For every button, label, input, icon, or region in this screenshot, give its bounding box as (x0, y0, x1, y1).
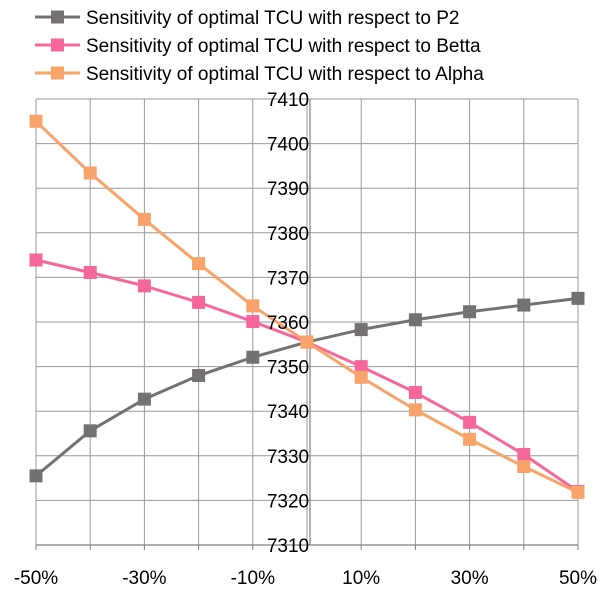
y-tick-label: 7340 (267, 402, 309, 423)
y-tick-label: 7400 (267, 135, 309, 156)
y-tick-label: 7310 (267, 536, 309, 557)
data-point (192, 257, 206, 271)
data-point (408, 403, 422, 417)
legend-entry: Sensitivity of optimal TCU with respect … (35, 36, 481, 57)
legend-label: Sensitivity of optimal TCU with respect … (86, 8, 459, 29)
y-tick-label: 7350 (267, 358, 309, 379)
chart-legend: Sensitivity of optimal TCU with respect … (35, 8, 484, 85)
y-tick-label: 7370 (267, 268, 309, 289)
data-point (83, 424, 97, 438)
x-tick-label: -30% (122, 568, 166, 589)
data-point (29, 469, 43, 483)
legend-entry: Sensitivity of optimal TCU with respect … (35, 64, 484, 85)
y-tick-label: 7380 (267, 224, 309, 245)
data-point (571, 291, 585, 305)
legend-label: Sensitivity of optimal TCU with respect … (86, 36, 481, 57)
legend-entry: Sensitivity of optimal TCU with respect … (35, 8, 459, 29)
data-point (354, 360, 368, 374)
x-tick-label: 50% (559, 568, 597, 589)
data-point (517, 460, 531, 474)
legend-marker-swatch (51, 66, 64, 80)
data-point (192, 369, 206, 383)
y-tick-label: 7390 (267, 179, 309, 200)
y-tick-label: 7410 (267, 90, 309, 111)
y-tick-label: 7320 (267, 491, 309, 512)
data-point (137, 212, 151, 226)
series-3 (29, 114, 585, 499)
x-tick-label: -50% (14, 568, 58, 589)
data-point (463, 432, 477, 446)
data-point (246, 350, 260, 364)
data-point (300, 335, 314, 349)
data-point (137, 392, 151, 406)
data-point (354, 370, 368, 384)
x-tick-label: 30% (451, 568, 489, 589)
data-point (83, 166, 97, 180)
legend-label: Sensitivity of optimal TCU with respect … (86, 64, 484, 85)
data-point (83, 265, 97, 279)
chart-grid (35, 98, 579, 546)
data-point (29, 253, 43, 267)
data-point (137, 279, 151, 293)
data-point (517, 447, 531, 461)
y-tick-label: 7330 (267, 447, 309, 468)
data-point (463, 415, 477, 429)
data-point (408, 385, 422, 399)
data-point (463, 305, 477, 319)
data-point (408, 313, 422, 327)
x-axis-tick-labels: -50% -30% -10% 10% 30% 50% (14, 568, 597, 589)
y-axis-tick-labels: 7310 7320 7330 7340 7350 7360 7370 7380 7390 7400… (267, 90, 309, 557)
data-point (29, 114, 43, 128)
y-tick-label: 7360 (267, 313, 309, 334)
legend-marker-swatch (51, 10, 64, 24)
chart-axes (35, 99, 579, 550)
data-point (517, 298, 531, 312)
data-point (192, 295, 206, 309)
data-point (571, 485, 585, 499)
data-point (246, 315, 260, 329)
x-tick-label: 10% (342, 568, 380, 589)
x-tick-label: -10% (231, 568, 275, 589)
data-point (246, 299, 260, 313)
data-point (354, 323, 368, 337)
chart-series (29, 114, 585, 499)
legend-marker-swatch (51, 38, 64, 52)
